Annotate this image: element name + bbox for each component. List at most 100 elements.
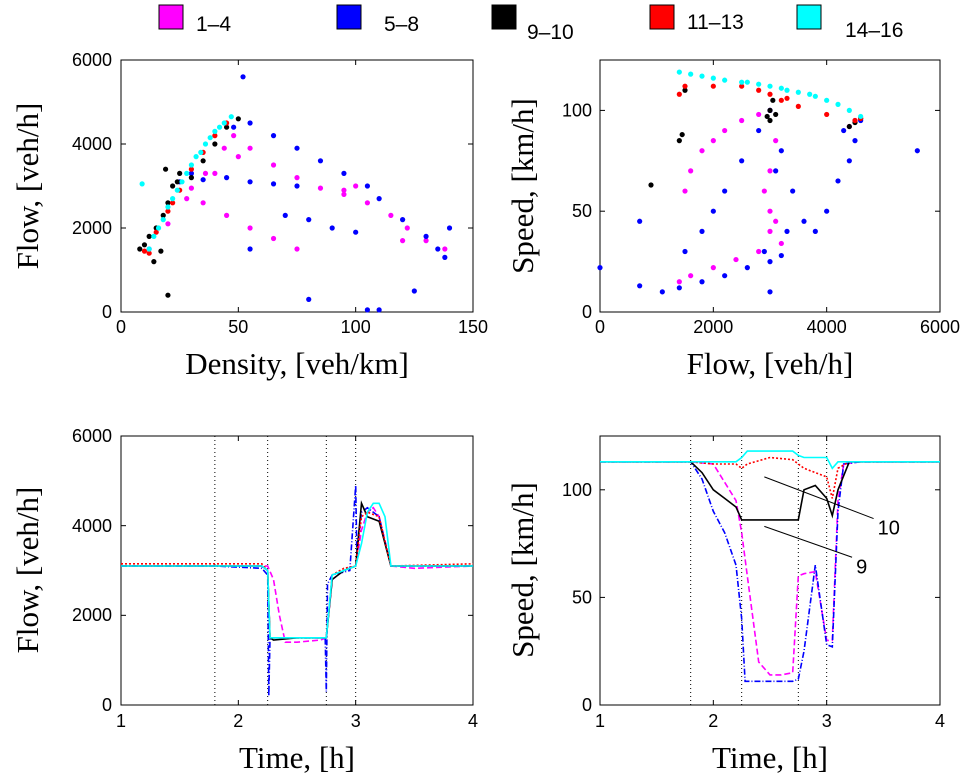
data-point xyxy=(767,83,773,89)
x-tick-label: 2 xyxy=(233,711,243,731)
points-layer xyxy=(137,74,453,313)
data-point xyxy=(682,87,688,93)
data-point xyxy=(744,265,750,271)
data-point xyxy=(756,87,762,93)
data-point xyxy=(676,91,682,97)
data-point xyxy=(710,138,716,144)
annotations-layer: 10 9 xyxy=(764,476,900,578)
x-axis-label: Density, [veh/km] xyxy=(185,346,409,381)
lines-layer xyxy=(600,450,940,683)
data-point xyxy=(739,79,745,85)
data-point xyxy=(835,101,841,107)
data-point xyxy=(435,246,441,252)
data-point xyxy=(160,212,166,218)
data-point xyxy=(790,188,796,194)
data-point xyxy=(733,256,739,263)
data-point xyxy=(637,283,643,289)
plot-area xyxy=(599,59,941,313)
data-point xyxy=(773,111,779,118)
data-point xyxy=(188,162,194,168)
y-axis-label: Speed, [km/h] xyxy=(505,98,540,274)
data-point xyxy=(364,183,370,189)
data-point xyxy=(852,138,858,144)
data-point xyxy=(404,225,410,231)
legend-item-9-10: 9–10 xyxy=(491,4,574,44)
x-tick-label: 6000 xyxy=(920,317,960,337)
data-point xyxy=(200,177,206,183)
data-point xyxy=(188,185,194,191)
data-point xyxy=(767,208,773,214)
data-point xyxy=(739,83,745,89)
data-point xyxy=(807,91,813,97)
data-point xyxy=(224,124,230,130)
series-line-11–13 xyxy=(600,456,940,499)
data-point xyxy=(224,212,230,218)
data-point xyxy=(224,175,230,181)
data-point xyxy=(400,238,406,244)
data-point xyxy=(682,248,688,255)
data-point xyxy=(212,133,218,139)
data-point xyxy=(761,248,767,255)
legend-item-1-4: 1–4 xyxy=(158,4,231,36)
series-11–13 xyxy=(676,83,864,124)
data-point xyxy=(353,229,359,235)
data-point xyxy=(778,97,784,103)
x-tick-label: 150 xyxy=(458,317,488,337)
data-point xyxy=(699,148,705,154)
data-point xyxy=(778,240,784,247)
x-tick-label: 0 xyxy=(116,317,126,337)
data-point xyxy=(852,117,858,124)
data-point xyxy=(841,127,847,134)
data-point xyxy=(699,279,705,285)
data-point xyxy=(442,254,448,260)
tick-marks xyxy=(599,60,941,313)
x-tick-label: 3 xyxy=(351,711,361,731)
data-point xyxy=(682,188,688,194)
data-point xyxy=(423,238,429,244)
y-tick-label: 2000 xyxy=(72,605,112,625)
data-point xyxy=(756,248,762,255)
data-point xyxy=(198,149,204,155)
legend-swatch-9-10 xyxy=(491,4,517,30)
plot-area xyxy=(599,435,941,706)
data-point xyxy=(270,235,277,242)
data-point xyxy=(216,124,223,130)
data-point xyxy=(739,117,745,124)
annotation-label: 9 xyxy=(856,556,867,578)
data-point xyxy=(353,183,359,189)
data-point xyxy=(442,246,448,252)
annotation-label: 10 xyxy=(878,518,900,540)
data-point xyxy=(722,273,728,279)
data-point xyxy=(846,107,852,113)
data-point xyxy=(151,259,157,265)
data-point xyxy=(688,71,694,77)
legend-label-1-4: 1–4 xyxy=(196,13,231,36)
data-point xyxy=(184,170,190,176)
data-point xyxy=(824,97,830,103)
data-point xyxy=(146,233,152,239)
x-tick-labels: 1 2 3 4 xyxy=(595,711,945,731)
data-point xyxy=(756,127,762,134)
data-point xyxy=(846,123,852,130)
data-point xyxy=(659,289,665,295)
data-point xyxy=(165,208,171,214)
vlines-layer xyxy=(214,436,357,705)
legend-label-5-8: 5–8 xyxy=(384,13,419,36)
data-point xyxy=(858,113,864,120)
data-point xyxy=(676,279,682,285)
data-point xyxy=(812,93,818,99)
legend-swatch-1-4 xyxy=(158,4,184,30)
y-axis-label: Flow, [veh/h] xyxy=(10,487,45,654)
data-point xyxy=(235,154,241,160)
data-point xyxy=(188,166,194,172)
data-point xyxy=(329,225,335,231)
data-point xyxy=(767,91,773,97)
series-9–10 xyxy=(648,87,864,188)
data-point xyxy=(317,185,324,191)
data-point xyxy=(165,200,171,206)
x-tick-labels: 1 2 3 4 xyxy=(116,711,478,731)
density-flow-panel: 0 50 100 150 0 2000 4000 6000 Density, [… xyxy=(10,50,488,381)
data-point xyxy=(141,242,148,248)
data-point xyxy=(247,179,253,185)
